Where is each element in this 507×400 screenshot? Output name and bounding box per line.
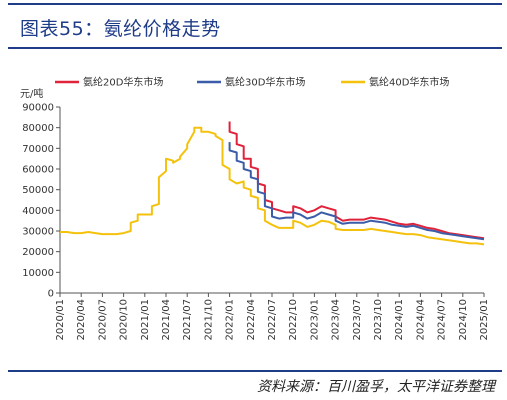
- x-tick-label: 2022/07: [267, 299, 278, 341]
- x-tick-label: 2020/01: [55, 299, 66, 341]
- legend-label-3: 氨纶40D华东市场: [369, 76, 449, 89]
- y-tick-label: 60000: [22, 165, 54, 176]
- x-tick-label: 2024/10: [458, 299, 469, 341]
- x-tick-label: 2023/07: [352, 299, 363, 341]
- y-tick-label: 20000: [22, 247, 54, 258]
- x-tick-label: 2023/04: [331, 299, 342, 341]
- page-title: 图表55：氨纶价格走势: [20, 18, 221, 40]
- series-group: [60, 121, 485, 246]
- legend: 氨纶20D华东市场 氨纶30D华东市场 氨纶40D华东市场: [55, 76, 449, 89]
- y-tick-label: 70000: [22, 144, 54, 155]
- legend-label-1: 氨纶20D华东市场: [83, 76, 163, 89]
- y-tick-label: 50000: [22, 185, 54, 196]
- top-rule: [8, 3, 502, 5]
- y-tick-label: 80000: [22, 123, 54, 134]
- x-tick-label: 2020/07: [97, 299, 108, 341]
- header: 图表55：氨纶价格走势: [0, 0, 507, 44]
- x-tick-label: 2024/01: [394, 299, 405, 341]
- x-tick-label: 2020/04: [76, 299, 87, 341]
- x-tick-label: 2023/10: [373, 299, 384, 341]
- header-rule: [8, 47, 502, 49]
- x-tick-label: 2025/01: [479, 299, 490, 341]
- source-note: 资料来源：百川盈孚，太平洋证券整理: [257, 379, 495, 395]
- y-tick-label: 10000: [22, 268, 54, 279]
- x-tick-label: 2024/04: [415, 299, 426, 341]
- y-tick-label: 40000: [22, 206, 54, 217]
- x-tick-label: 2022/04: [246, 299, 257, 341]
- y-tick-label: 30000: [22, 227, 54, 238]
- x-tick-label: 2023/01: [309, 299, 320, 341]
- x-tick-label: 2021/04: [161, 299, 172, 341]
- y-tick-label: 90000: [22, 103, 54, 114]
- y-axis-unit: 元/吨: [20, 87, 43, 100]
- price-trend-chart: 元/吨 氨纶20D华东市场 氨纶30D华东市场 氨纶40D华东市场 0 10000 20…: [20, 76, 490, 341]
- series-line-1: [228, 121, 485, 240]
- series-line-2: [228, 142, 485, 241]
- y-axis: 0 10000 20000 30000 40000 50000 60000 70000 8000…: [22, 103, 61, 300]
- x-tick-label: 2021/01: [140, 299, 151, 341]
- footer-rule: [8, 370, 502, 372]
- y-tick-label: 0: [48, 289, 54, 300]
- x-tick-label: 2022/10: [288, 299, 299, 341]
- legend-label-2: 氨纶30D华东市场: [225, 76, 305, 89]
- x-tick-label: 2022/01: [225, 299, 236, 341]
- x-tick-label: 2024/07: [437, 299, 448, 341]
- x-tick-label: 2021/10: [203, 299, 214, 341]
- series-line-3: [60, 126, 485, 246]
- x-axis: 2020/01 2020/04 2020/07 2020/10 2021/01 2021/…: [55, 292, 490, 341]
- x-tick-label: 2021/07: [182, 299, 193, 341]
- x-tick-label: 2020/10: [119, 299, 130, 341]
